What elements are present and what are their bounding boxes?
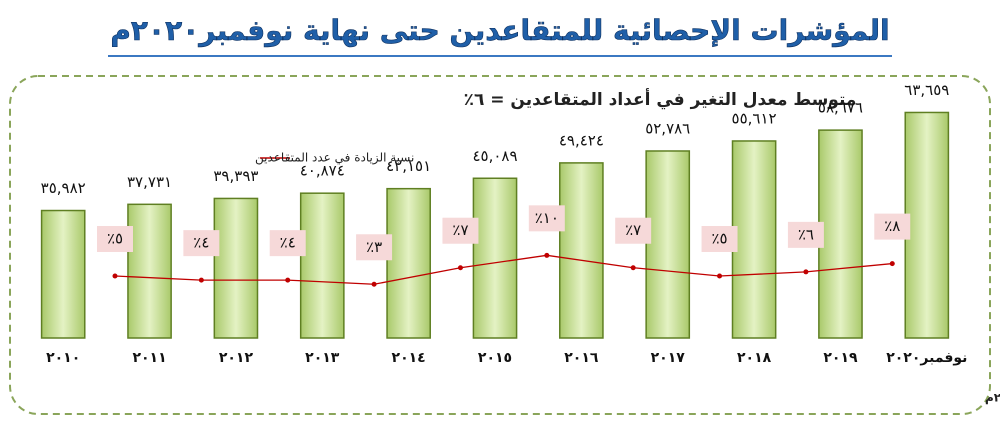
bar <box>559 162 604 339</box>
bar-value-label: ٤٩,٤٢٤ <box>559 131 604 149</box>
x-tick-label: ٢٠١٣ <box>305 350 340 366</box>
rate-point <box>630 265 636 271</box>
x-tick-label: ٢٠١٤ <box>392 350 426 366</box>
bar-value-label: ٣٧,٧٣١ <box>127 173 172 191</box>
rate-label-box <box>97 226 133 252</box>
rate-point <box>544 252 550 258</box>
rate-point <box>112 273 118 279</box>
rate-label: ١٠٪ <box>535 209 559 227</box>
rate-label-box <box>183 230 220 257</box>
legend-label: نسبة الزيادة في عدد المتقاعدين <box>255 151 414 166</box>
rate-label: ٤٪ <box>280 234 296 252</box>
rate-label-box <box>874 213 911 240</box>
bar-value-label: ٦٣,٦٥٩ <box>904 81 949 99</box>
rate-label-box <box>787 221 824 248</box>
bar <box>299 192 345 339</box>
chart-subtitle: متوسط معدل التغير في أعداد المتقاعدين = … <box>464 88 857 110</box>
bar-value-label: ٥٢,٧٨٦ <box>645 119 690 137</box>
rate-label: ٥٪ <box>107 230 123 248</box>
rate-point <box>717 273 723 279</box>
rate-label-box <box>442 217 479 244</box>
chart-title: المؤشرات الإحصائية للمتقاعدين حتى نهاية … <box>110 14 889 47</box>
bar-value-label: ٤٥,٠٨٩ <box>472 147 517 165</box>
x-tick-label: ٢٠١٦ <box>564 350 599 366</box>
rate-point <box>803 269 809 275</box>
x-tick-label: ٢٠١٥ <box>478 350 512 366</box>
rate-label: ٤٪ <box>193 234 209 252</box>
bar-value-label: ٤٢,١٥١ <box>386 157 431 175</box>
bar-value-label: ٣٩,٣٩٣ <box>213 167 258 185</box>
rate-label: ٦٪ <box>798 225 814 243</box>
bar <box>645 150 691 339</box>
x-tick-label: ٢٠١٩ <box>823 350 858 366</box>
bar-value-label: ٥٨,٦٧٦ <box>818 99 863 117</box>
rate-point <box>457 265 463 271</box>
bar <box>40 209 86 339</box>
rate-line <box>114 254 893 285</box>
bar <box>472 177 518 339</box>
rate-label: ٨٪ <box>884 217 900 235</box>
rate-label-box <box>701 226 738 252</box>
bar-value-label: ٤٠,٨٧٤ <box>300 162 345 180</box>
bar <box>127 203 172 339</box>
bar <box>731 140 777 339</box>
rate-label-box <box>615 217 652 244</box>
bar <box>213 197 259 339</box>
x-tick-label: نوفمبر٢٠٢٠ <box>886 350 967 366</box>
x-tick-label: ٢٠١٢ <box>219 350 254 366</box>
rate-point <box>889 261 895 267</box>
bar <box>904 111 950 339</box>
rate-point <box>198 277 204 283</box>
bar-value-label: ٥٥,٦١٢ <box>732 109 777 127</box>
bar <box>386 187 431 339</box>
x-tick-label: ٢٠١٧ <box>651 350 686 366</box>
rate-label-box <box>528 205 565 232</box>
x-tick-label: ٢٠١٨ <box>737 350 772 366</box>
x-tick-label: ٢٠١١ <box>132 350 166 366</box>
rate-label-box <box>269 230 306 257</box>
rate-label: ٧٪ <box>452 221 468 239</box>
footnote: العدد حسب تاريخ انتهاء الخدمة ويشمل (مد … <box>985 391 1000 406</box>
bar <box>818 129 863 339</box>
rate-point <box>285 277 291 283</box>
rate-label-box <box>356 234 393 261</box>
bar-value-label: ٣٥,٩٨٢ <box>41 179 86 197</box>
rate-label: ٣٪ <box>366 238 382 256</box>
rate-label: ٥٪ <box>711 230 727 248</box>
rate-point <box>371 281 377 287</box>
x-tick-label: ٢٠١٠ <box>46 350 80 366</box>
rate-label: ٧٪ <box>625 221 641 239</box>
